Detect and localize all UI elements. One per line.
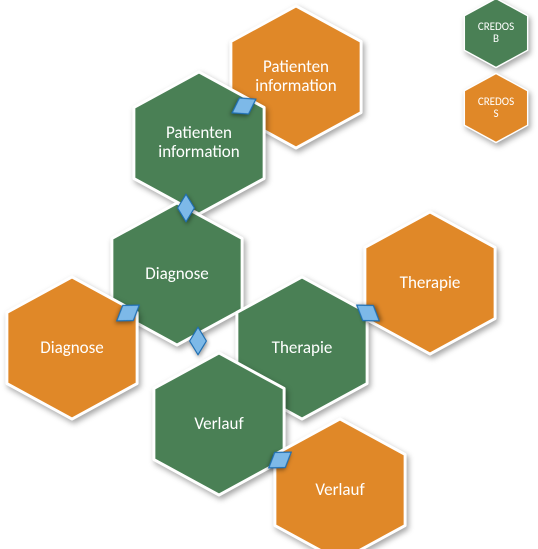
hex-legend-credos-b: CREDOS B	[460, 0, 532, 69]
hex-legend-credos-s: CREDOS S	[460, 72, 532, 144]
hex-verlauf-orange: Verlauf	[266, 416, 414, 549]
hex-label-legend-credos-s: CREDOS S	[472, 96, 520, 120]
hex-label-therapie-orange: Therapie	[394, 274, 467, 293]
hex-label-patienten-info-green: Patienten information	[152, 124, 245, 161]
hex-therapie-orange: Therapie	[356, 209, 504, 357]
hex-diagnose-orange: Diagnose	[0, 274, 146, 422]
hex-label-diagnose-orange: Diagnose	[34, 339, 110, 358]
hex-label-verlauf-green: Verlauf	[188, 415, 249, 434]
hex-label-diagnose-green: Diagnose	[139, 265, 215, 284]
connector-c-pat-diag	[176, 193, 196, 223]
hex-label-legend-credos-b: CREDOS B	[472, 21, 520, 45]
connector-c-diag-ver	[188, 326, 208, 356]
hex-label-verlauf-orange: Verlauf	[309, 481, 370, 500]
